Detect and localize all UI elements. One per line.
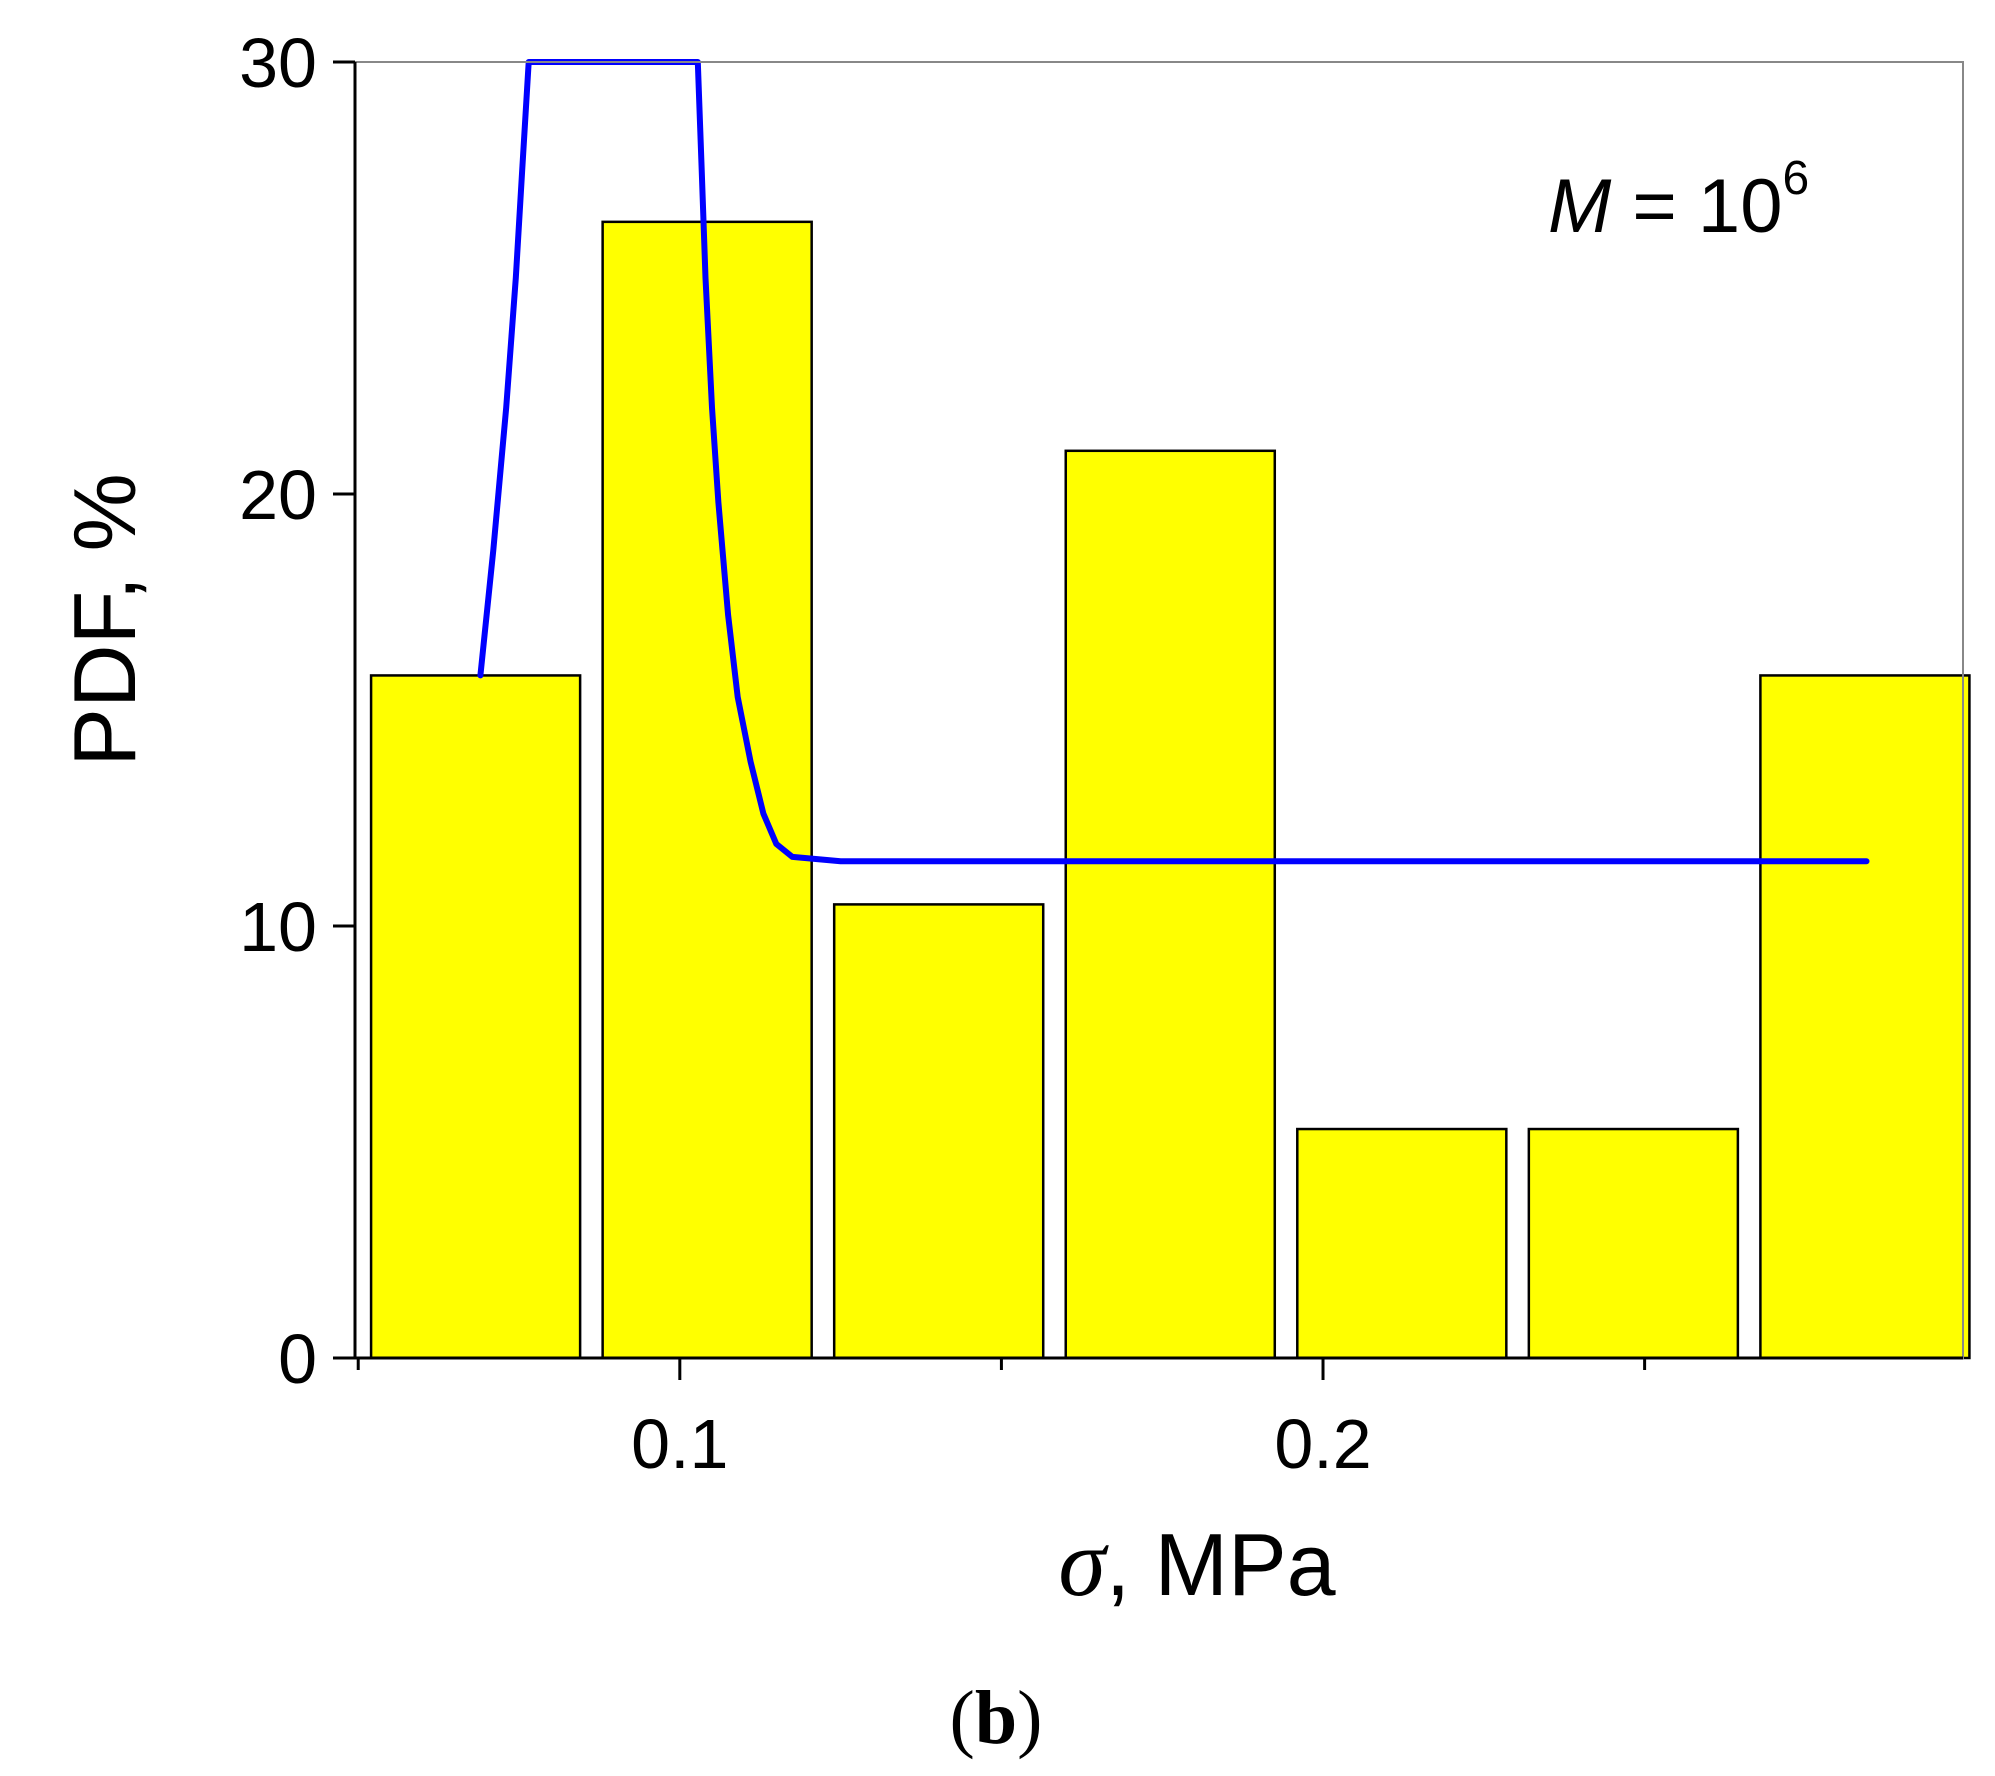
- annotation-m-value: M = 106: [1548, 152, 1809, 249]
- panel-label-letter: b: [975, 1676, 1017, 1760]
- annotation-symbol: M: [1548, 164, 1612, 249]
- fit-curve: [477, 59, 1870, 865]
- axes: 0 10 20 30 0.1 0.2: [239, 24, 1963, 1483]
- histogram-bars: [369, 220, 1971, 1360]
- x-tick-label: 0.1: [631, 1405, 728, 1483]
- y-axis-title: PDF, %: [55, 473, 154, 766]
- histogram-bar-5: [1296, 1127, 1508, 1360]
- x-axis-symbol: σ: [1058, 1509, 1109, 1616]
- y-tick-label: 30: [239, 24, 317, 102]
- histogram-bar-4: [1064, 449, 1277, 1360]
- panel-label-close: ): [1017, 1676, 1042, 1760]
- x-axis-title: σ, MPa: [1058, 1509, 1335, 1616]
- annotation-equals: = 10: [1611, 164, 1782, 249]
- x-tick-label: 0.2: [1274, 1405, 1371, 1483]
- panel-label-open: (: [950, 1676, 975, 1760]
- histogram-bar-7: [1759, 674, 1971, 1360]
- histogram-bar-6: [1527, 1127, 1740, 1360]
- annotation-superscript: 6: [1782, 152, 1809, 205]
- histogram-bar-3: [832, 903, 1045, 1360]
- y-tick-label: 10: [239, 888, 317, 966]
- y-tick-label: 20: [239, 456, 317, 534]
- histogram-bar-1: [369, 674, 582, 1360]
- y-tick-label: 0: [278, 1320, 317, 1398]
- panel-label: (b): [950, 1676, 1043, 1760]
- histogram-bar-2: [601, 220, 813, 1360]
- fit-curve-layer: [477, 59, 1870, 865]
- x-axis-unit: , MPa: [1106, 1515, 1336, 1614]
